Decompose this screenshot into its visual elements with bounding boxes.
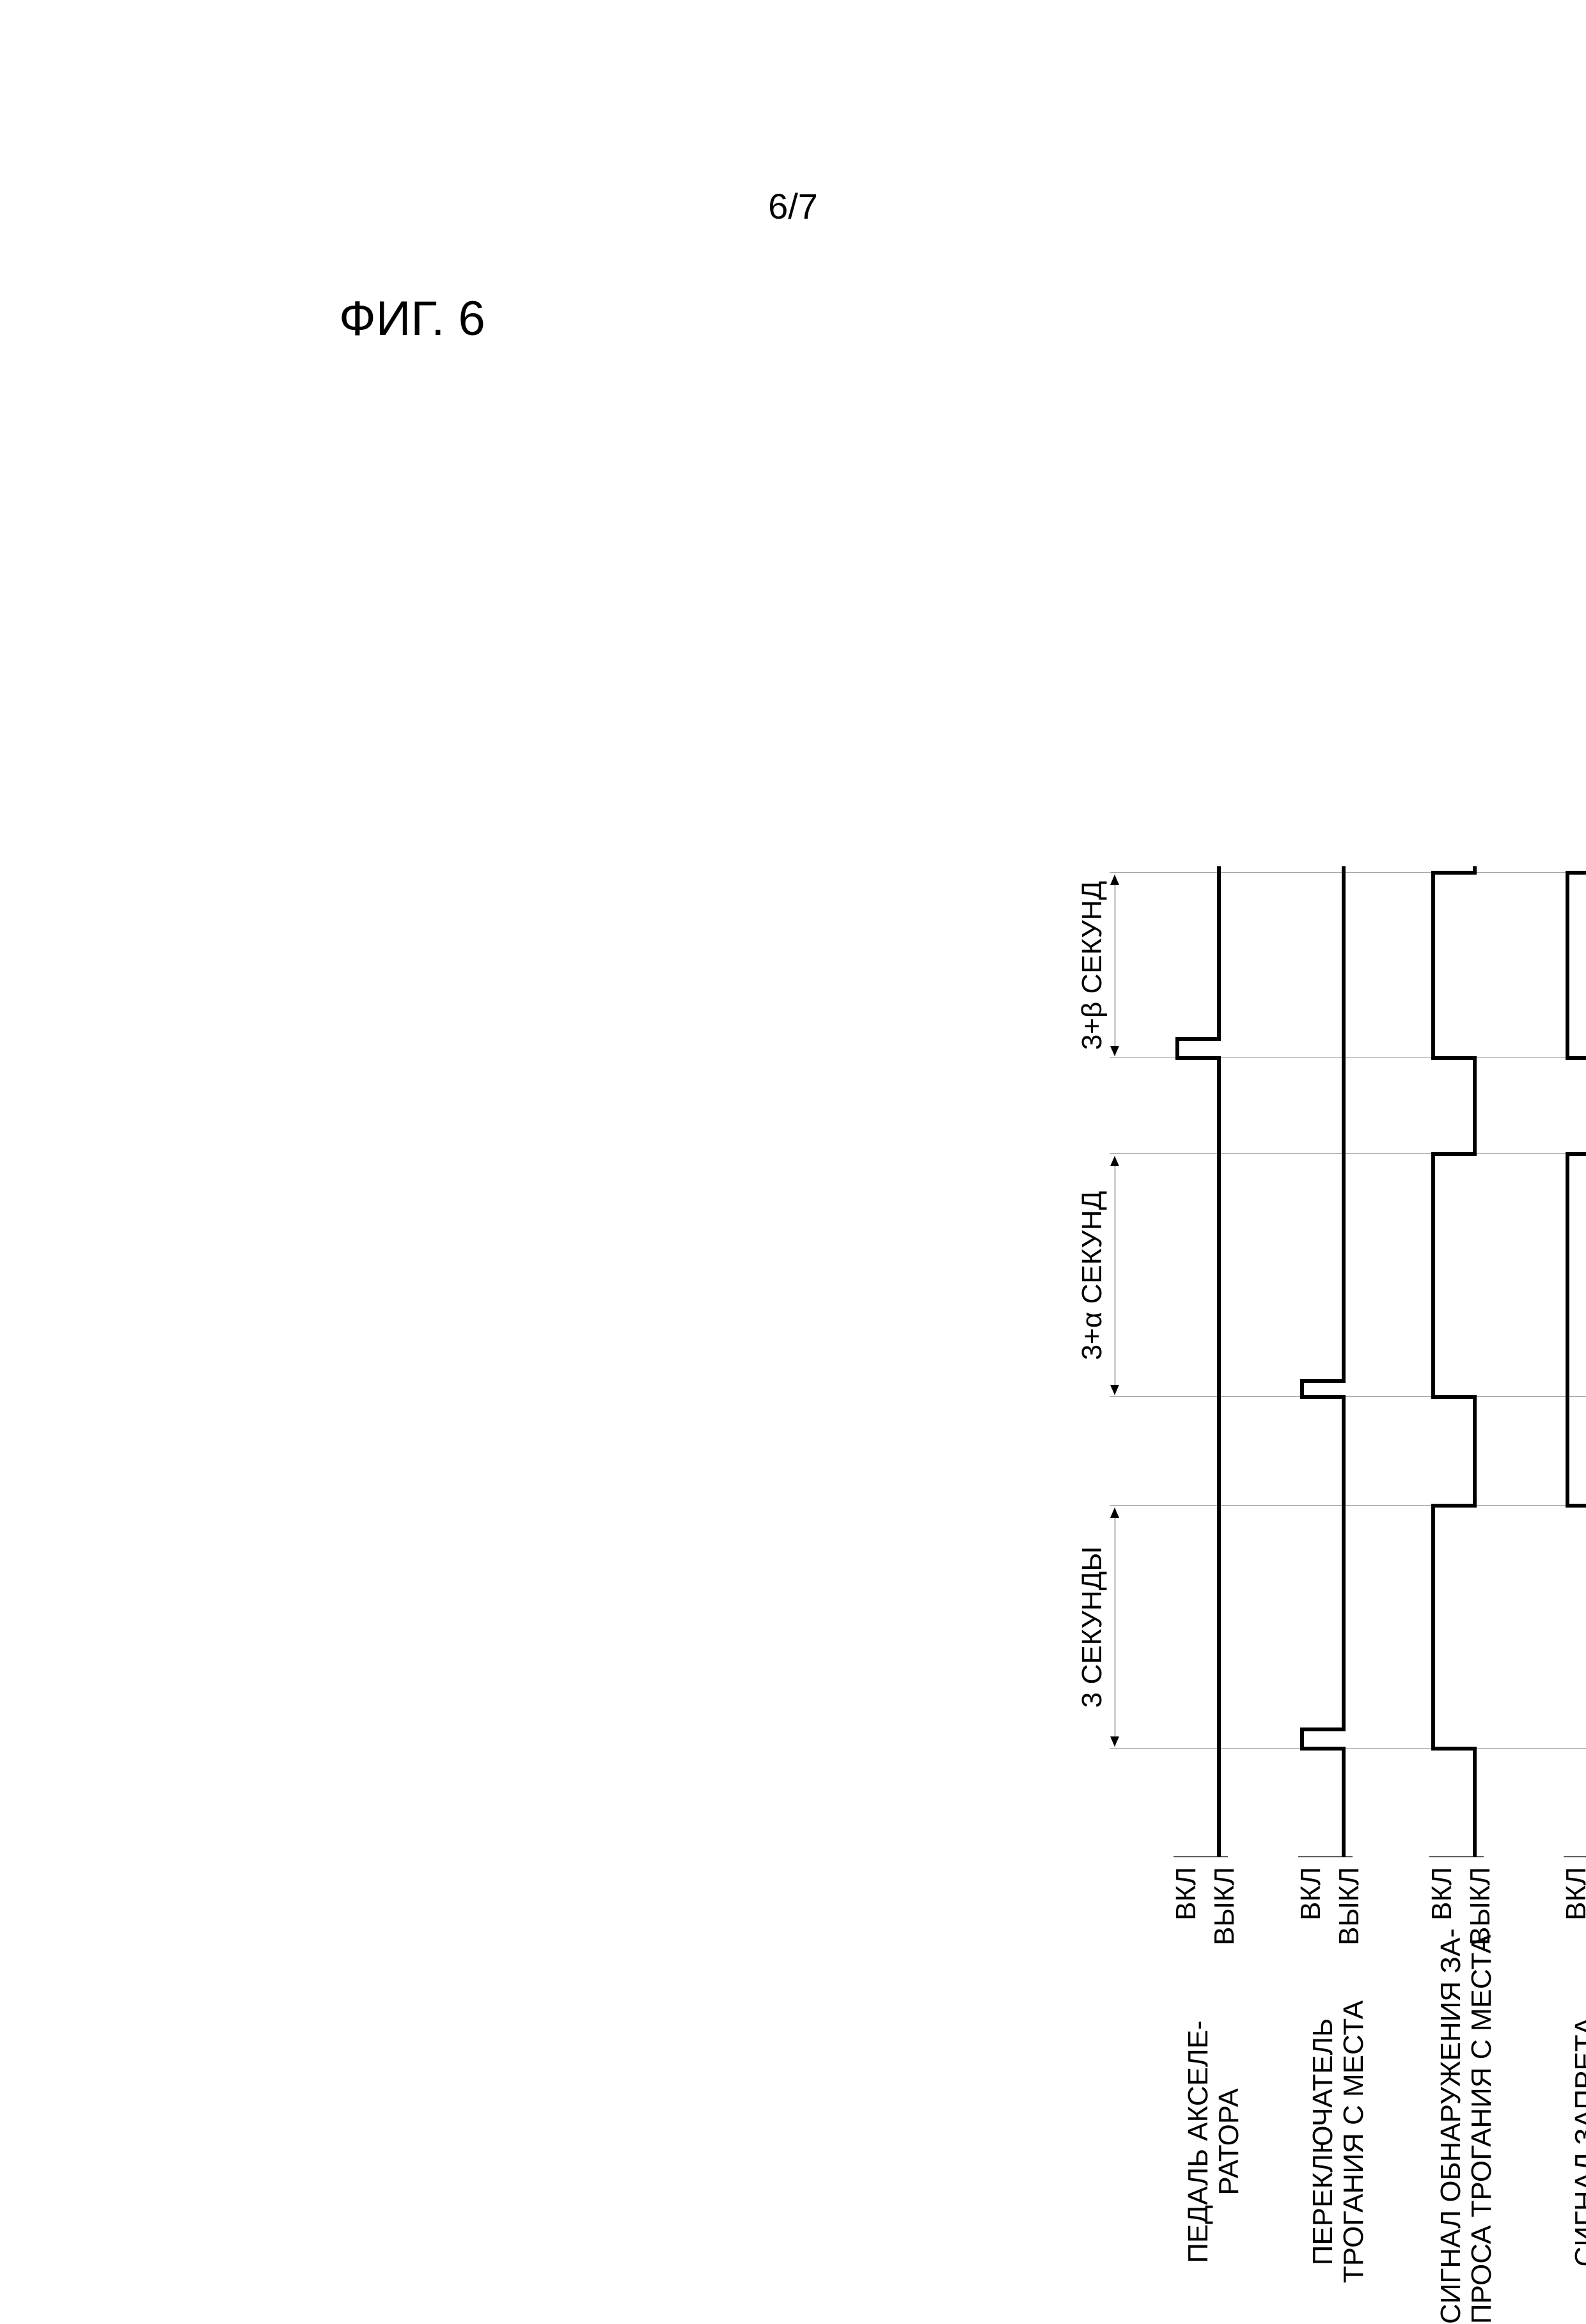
state-off-label: ВЫКЛ xyxy=(1464,1867,1496,1953)
page-number: 6/7 xyxy=(768,185,818,227)
signal-waveform xyxy=(1429,866,1506,1857)
figure-title: ФИГ. 6 xyxy=(339,291,485,347)
interval-label: 3 СЕКУНДЫ xyxy=(1076,1506,1108,1749)
timing-diagram: t1t2t3t4t5t63 СЕКУНДЫ3+α СЕКУНД3+β СЕКУН… xyxy=(1110,866,1586,2324)
signal-name: ПЕДАЛЬ АКСЕЛЕ- РАТОРА xyxy=(1183,1960,1245,2324)
signal-name: СИГНАЛ ОБНАРУЖЕНИЯ ЗА- ПРОСА ТРОГАНИЯ С … xyxy=(1436,1960,1498,2324)
state-off-label: ВЫКЛ xyxy=(1333,1867,1365,1953)
signal-waveform xyxy=(1174,866,1250,1857)
state-off-label: ВЫКЛ xyxy=(1209,1867,1241,1953)
plot-area: t1t2t3t4t5t63 СЕКУНДЫ3+α СЕКУНД3+β СЕКУН… xyxy=(1110,866,1586,1857)
interval-label: 3+α СЕКУНД xyxy=(1076,1154,1108,1397)
state-on-label: ВКЛ xyxy=(1426,1867,1458,1953)
state-on-label: ВКЛ xyxy=(1560,1867,1586,1953)
signal-waveform xyxy=(1564,866,1586,1857)
state-on-label: ВКЛ xyxy=(1295,1867,1327,1953)
signal-waveform xyxy=(1298,866,1375,1857)
interval-label: 3+β СЕКУНД xyxy=(1076,873,1108,1058)
signal-name: СИГНАЛ ЗАПРЕТА ТРОГАНИЯ С МЕСТА xyxy=(1570,1960,1586,2324)
signal-name: ПЕРЕКЛЮЧАТЕЛЬ ТРОГАНИЯ С МЕСТА xyxy=(1308,1960,1370,2324)
state-on-label: ВКЛ xyxy=(1170,1867,1202,1953)
